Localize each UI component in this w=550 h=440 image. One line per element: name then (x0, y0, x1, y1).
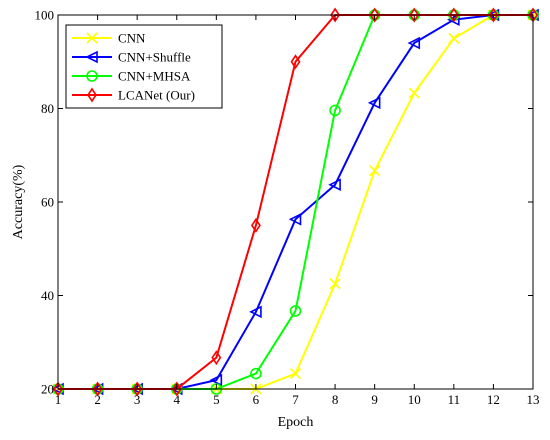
y-tick-label: 20 (41, 382, 54, 397)
x-tick-label: 7 (292, 392, 299, 407)
x-axis-ticks: 1 2 3 4 5 6 7 8 9 10 11 12 13 (55, 15, 540, 407)
x-axis-title: Epoch (278, 415, 314, 430)
data-point (289, 368, 302, 380)
legend-entry: LCANet (Our) (72, 88, 195, 103)
legend-label: CNN (118, 31, 146, 46)
y-axis-title: Accuracy(%) (11, 164, 26, 239)
y-tick-label: 40 (41, 288, 54, 303)
x-tick-label: 9 (371, 392, 378, 407)
legend-swatch-marker (86, 70, 98, 82)
data-point (92, 381, 103, 397)
data-point (288, 213, 302, 226)
legend-entry: CNN (72, 31, 146, 46)
x-tick-label: 6 (253, 392, 260, 407)
legend-entry: CNN+MHSA (72, 69, 191, 84)
data-point (250, 217, 261, 233)
data-point (328, 178, 341, 191)
data-point (409, 7, 420, 23)
legend-label: CNN+MHSA (118, 69, 191, 84)
data-point (289, 305, 302, 317)
x-tick-label: 1 (55, 392, 62, 407)
x-tick-label: 2 (94, 392, 101, 407)
data-point (132, 381, 143, 397)
data-point (329, 104, 341, 117)
data-point (249, 305, 262, 319)
x-tick-label: 12 (487, 392, 500, 407)
data-point (407, 36, 421, 50)
data-point (408, 87, 420, 99)
legend-entry: CNN+Shuffle (72, 50, 191, 65)
x-tick-label: 3 (134, 392, 141, 407)
data-point (209, 373, 223, 387)
x-tick-label: 8 (332, 392, 339, 407)
data-point (488, 7, 499, 23)
data-point (250, 367, 262, 380)
data-point (330, 7, 341, 23)
x-tick-label: 5 (213, 392, 220, 407)
x-tick-label: 11 (448, 392, 461, 407)
x-tick-label: 4 (174, 392, 181, 407)
data-point (290, 54, 301, 70)
data-point (448, 32, 460, 44)
legend-swatch-marker (86, 32, 98, 44)
legend-swatch-marker (85, 50, 98, 64)
x-tick-label: 13 (527, 392, 540, 407)
data-point (367, 96, 381, 110)
y-tick-label: 60 (41, 195, 54, 210)
data-point (211, 350, 222, 366)
x-tick-label: 10 (408, 392, 421, 407)
data-point (329, 278, 341, 290)
y-axis-ticks: 20 40 60 80 100 (35, 8, 533, 397)
legend-label: LCANet (Our) (118, 88, 195, 103)
data-point (369, 165, 381, 177)
legend: CNN CNN+Shuffle CNN+MHSA LCANet (Our) (65, 24, 223, 109)
data-point (369, 7, 380, 23)
legend-label: CNN+Shuffle (118, 50, 191, 65)
legend-swatch-marker (87, 87, 97, 103)
data-point (171, 381, 182, 397)
y-tick-label: 100 (35, 8, 55, 23)
data-point (53, 381, 63, 397)
y-tick-label: 80 (41, 101, 54, 116)
data-point (448, 7, 459, 23)
